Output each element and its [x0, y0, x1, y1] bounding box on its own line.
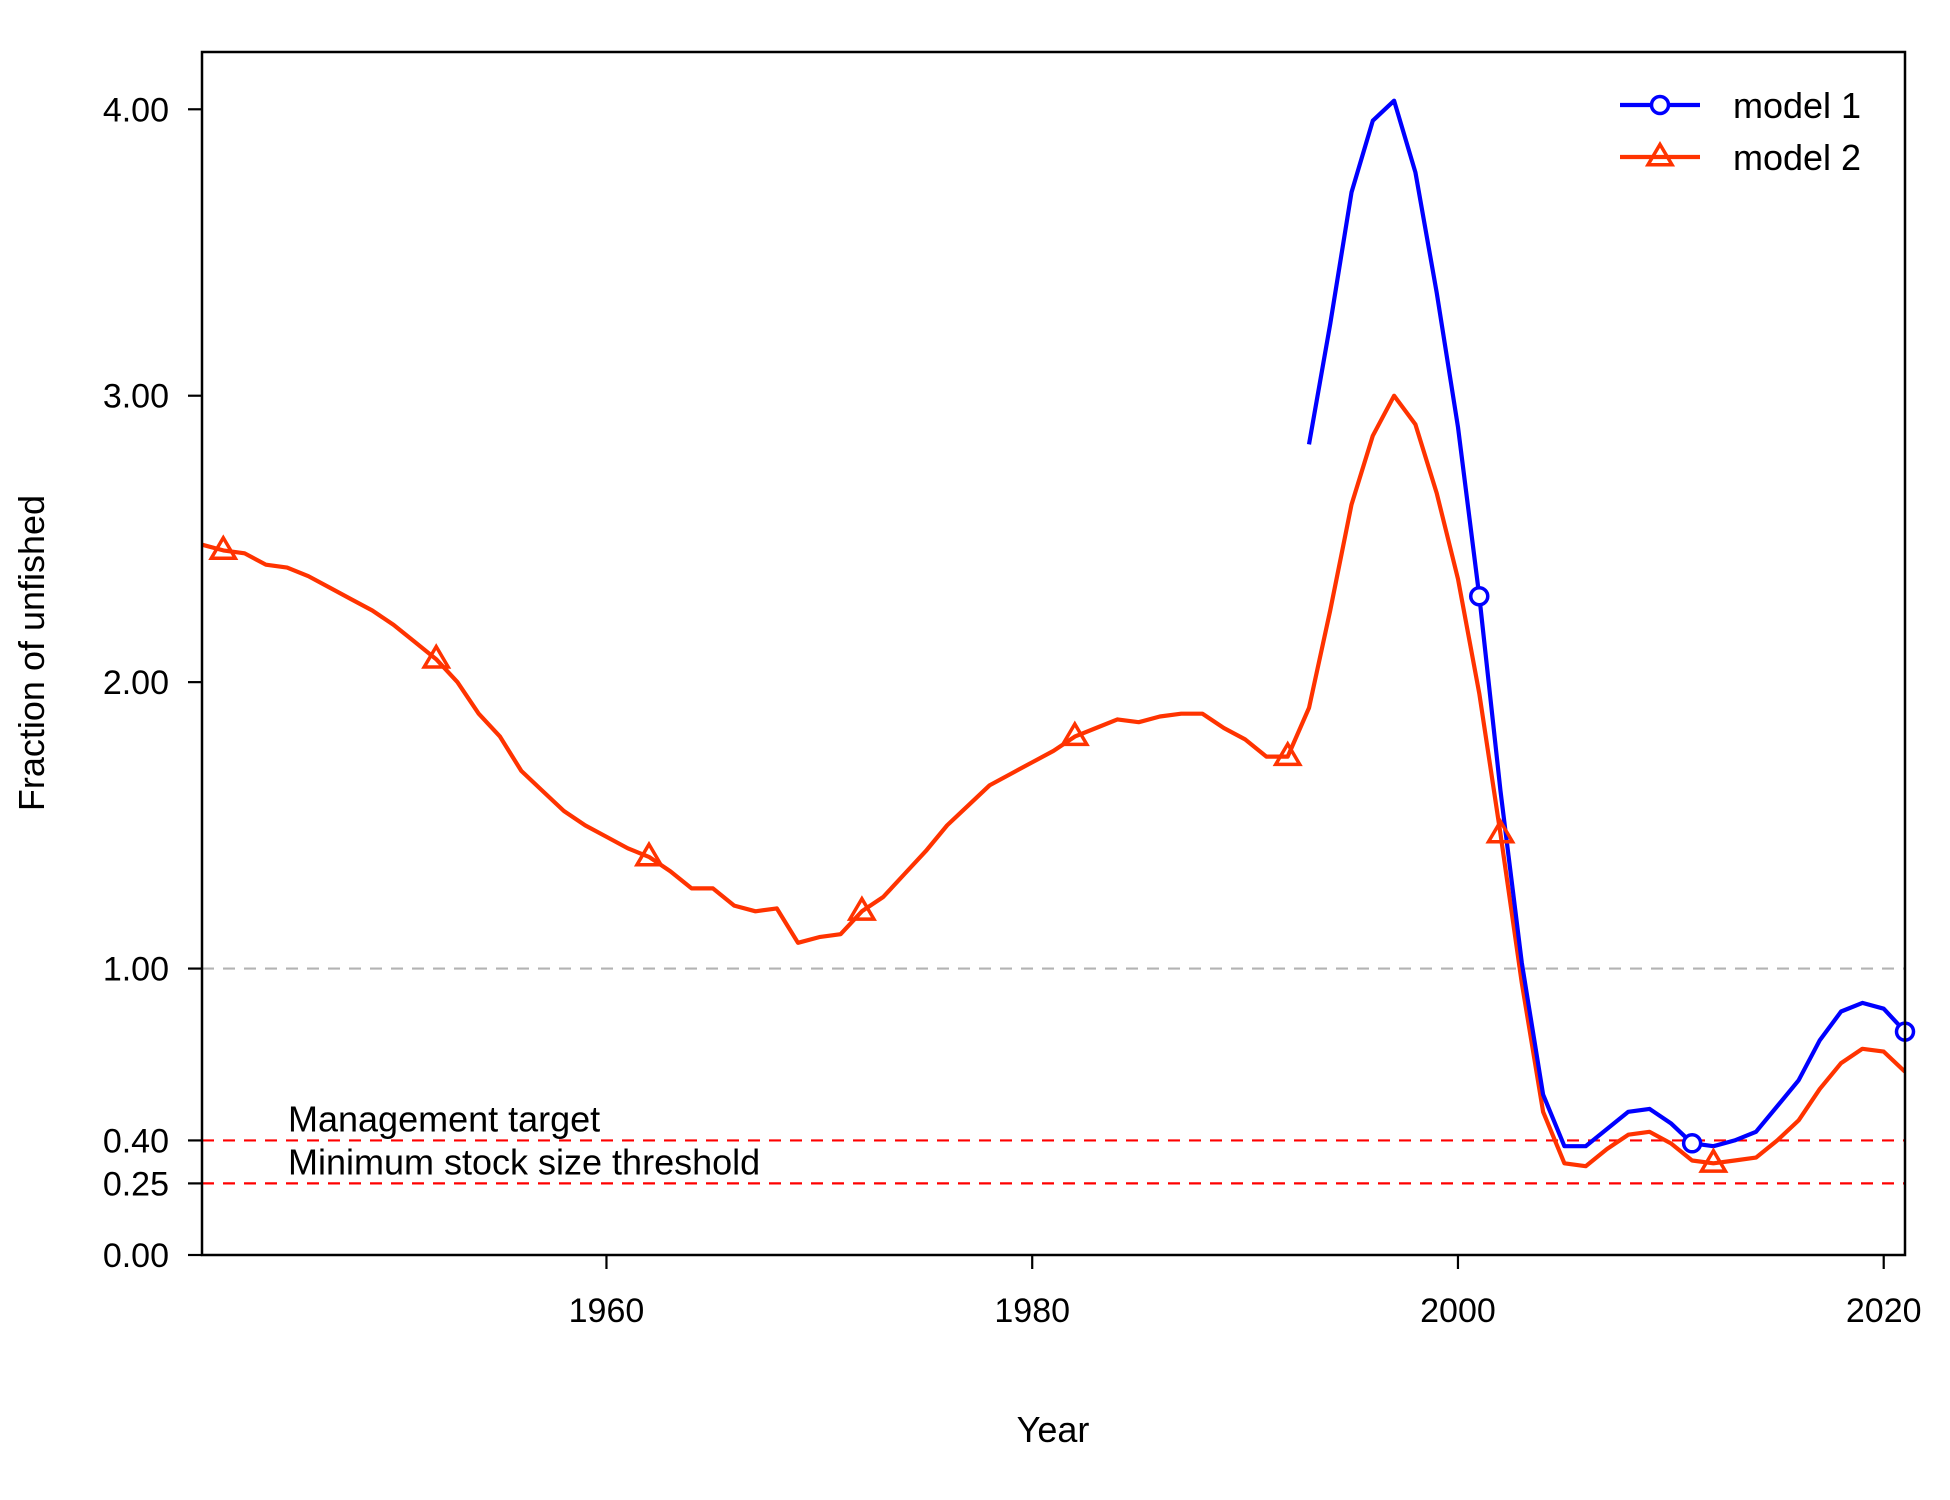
series-line-model-2 [202, 393, 1905, 1169]
data-point-marker [633, 840, 665, 867]
data-point-marker [1059, 720, 1090, 747]
plot-frame [200, 50, 1907, 1257]
data-point-marker [421, 643, 452, 669]
data-point-marker [1272, 740, 1303, 767]
y-tick-label: 0.00 [103, 1237, 169, 1275]
reference-lines [202, 967, 1905, 1185]
legend: model 1 model 2 [1620, 85, 1861, 178]
data-point-marker [1469, 585, 1490, 607]
y-tick-label: 0.25 [103, 1165, 169, 1203]
y-axis-title: Fraction of unfished [11, 495, 52, 811]
legend-label: model 2 [1733, 137, 1861, 178]
reference-line-label: Management target [288, 1098, 600, 1139]
x-tick-label: 1980 [994, 1292, 1070, 1330]
x-tick-label: 2020 [1846, 1292, 1922, 1330]
y-tick-label: 3.00 [103, 378, 169, 416]
data-point-marker [208, 534, 239, 560]
y-tick-label: 1.00 [103, 951, 169, 989]
legend-marker [1644, 140, 1676, 167]
x-tick-label: 2000 [1420, 1292, 1496, 1330]
y-tick-label: 2.00 [103, 664, 169, 702]
data-point-marker [1485, 817, 1516, 844]
x-tick-label: 1960 [569, 1292, 645, 1330]
legend-label: model 1 [1733, 85, 1861, 126]
data-point-marker [846, 895, 877, 921]
legend-marker [1649, 94, 1671, 116]
y-tick-label: 0.40 [103, 1122, 169, 1160]
data-point-marker [1681, 1133, 1703, 1154]
x-axis-title: Year [1017, 1409, 1090, 1450]
reference-line-label: Minimum stock size threshold [288, 1141, 760, 1182]
series-line-model-1 [1306, 98, 1905, 1149]
y-tick-label: 4.00 [103, 91, 169, 129]
series-layer [202, 98, 1905, 1169]
y-axis: 0.00 0.25 0.40 1.00 2.00 3.00 4.00 [103, 91, 202, 1275]
x-axis: 1960 1980 2000 2020 [569, 1255, 1922, 1330]
data-point-marker [1698, 1147, 1729, 1173]
